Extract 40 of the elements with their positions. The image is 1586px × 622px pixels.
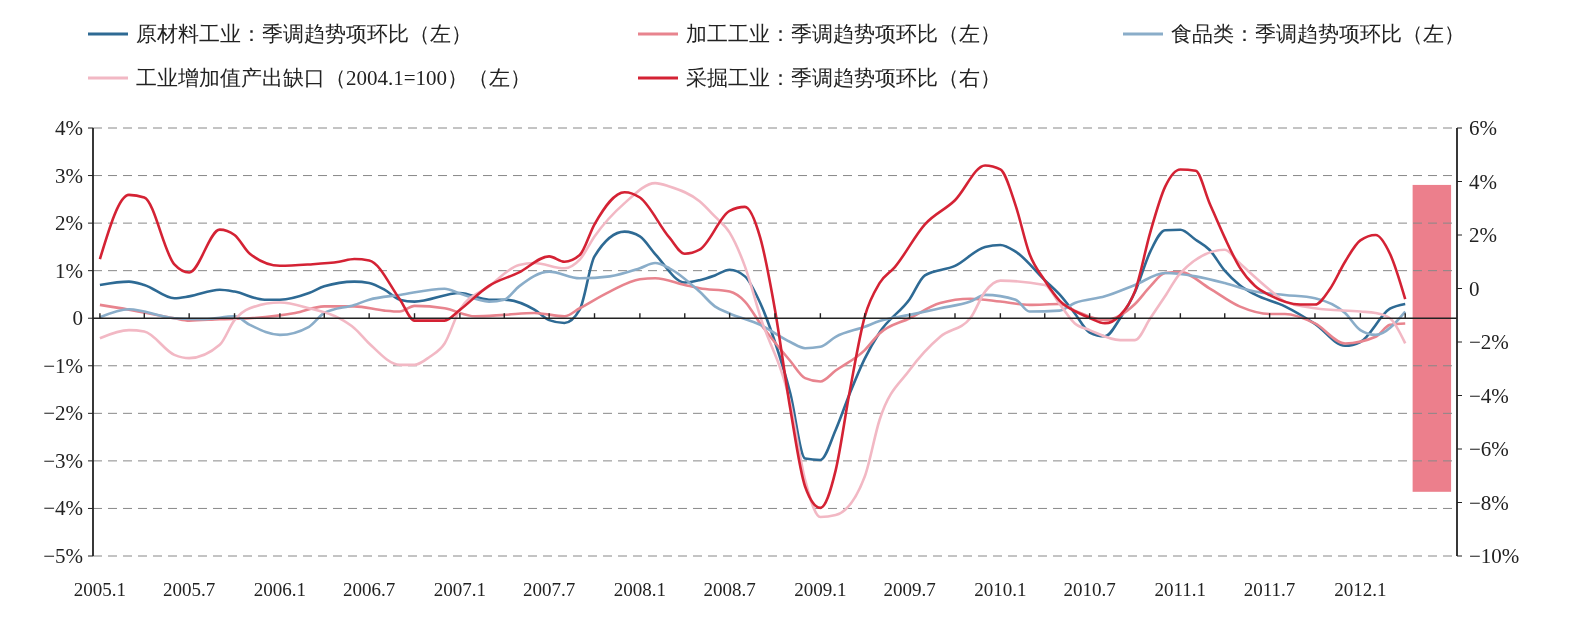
x-tick-label: 2008.1	[613, 579, 667, 600]
y2-tick-label: −4%	[1469, 383, 1509, 408]
x-tick-label: 2005.1	[73, 579, 127, 600]
legend-label: 采掘工业：季调趋势项环比（右）	[686, 66, 1001, 90]
x-tick-label: 2009.7	[883, 579, 936, 600]
y2-tick-label: −6%	[1469, 437, 1509, 461]
x-tick-label: 2011.7	[1243, 579, 1296, 600]
y-tick-label: 2%	[55, 211, 83, 236]
y-tick-label: 4%	[55, 116, 83, 140]
y-tick-label: −3%	[43, 448, 83, 473]
x-tick-label: 2011.1	[1154, 579, 1207, 600]
x-tick-label: 2009.1	[794, 579, 847, 600]
y2-tick-label: −8%	[1469, 490, 1509, 515]
y2-tick-label: 4%	[1469, 169, 1497, 194]
x-tick-label: 2006.1	[253, 579, 307, 600]
legend-label: 食品类：季调趋势项环比（左）	[1171, 22, 1465, 46]
y2-tick-label: 6%	[1469, 116, 1497, 140]
legend-label: 工业增加值产出缺口（2004.1=100）（左）	[136, 66, 532, 90]
x-tick-label: 2007.1	[433, 579, 487, 600]
x-tick-label: 2010.1	[974, 579, 1027, 600]
y-tick-label: −2%	[43, 401, 83, 426]
y-tick-label: −4%	[43, 496, 83, 521]
x-tick-label: 2012.1	[1334, 579, 1387, 600]
y2-tick-label: −10%	[1469, 544, 1520, 568]
legend-label: 加工工业：季调趋势项环比（左）	[686, 22, 1001, 46]
x-tick-label: 2007.7	[523, 579, 576, 600]
y-tick-label: −5%	[43, 544, 83, 568]
y-tick-label: 3%	[55, 163, 83, 188]
legend-label: 原材料工业：季调趋势项环比（左）	[136, 22, 472, 46]
x-tick-label: 2005.7	[163, 579, 216, 600]
y-tick-label: 1%	[55, 258, 83, 283]
y2-tick-label: −2%	[1469, 330, 1509, 354]
y2-tick-label: 2%	[1469, 223, 1497, 247]
x-tick-label: 2008.7	[703, 579, 756, 600]
x-tick-label: 2006.7	[343, 579, 396, 600]
y2-tick-label: 0	[1469, 276, 1480, 301]
x-tick-label: 2010.7	[1063, 579, 1116, 600]
y-tick-label: −1%	[43, 353, 83, 378]
y-tick-label: 0	[72, 306, 83, 331]
line-series	[98, 261, 1407, 350]
